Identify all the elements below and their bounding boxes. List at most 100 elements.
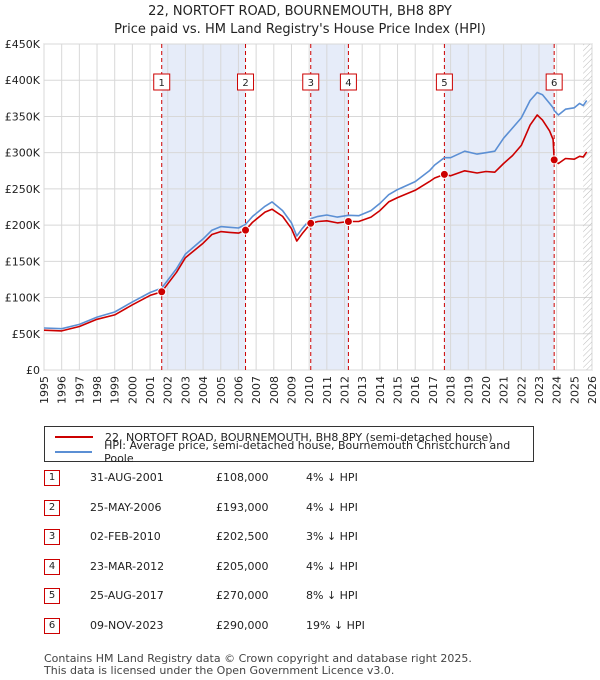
sale-point-6 — [549, 155, 559, 165]
shaded-band-2 — [310, 44, 349, 370]
sale-price: £270,000 — [216, 589, 269, 602]
legend-label-hpi: HPI: Average price, semi-detached house,… — [104, 439, 511, 465]
x-tick-label: 2007 — [250, 376, 263, 404]
table-row: 6 09-NOV-2023 £290,000 19% ↓ HPI — [44, 617, 564, 636]
sale-marker-box-4 — [339, 73, 357, 91]
sale-marker-label-4: 4 — [345, 78, 351, 89]
x-tick-label: 2002 — [162, 376, 175, 404]
sale-number-badge: 6 — [44, 617, 60, 634]
sale-point-1 — [157, 287, 167, 297]
sale-marker-label-5: 5 — [441, 78, 447, 89]
x-tick-label: 2023 — [533, 376, 546, 404]
projection-region — [583, 44, 592, 370]
sale-point-4 — [343, 216, 353, 226]
sale-number-badge: 4 — [44, 558, 60, 575]
y-tick-label: £350K — [5, 110, 41, 123]
sale-number-badge: 5 — [44, 588, 60, 604]
sale-date: 25-AUG-2017 — [90, 589, 164, 602]
legend-label-property: 22, NORTOFT ROAD, BOURNEMOUTH, BH8 8PY (… — [105, 430, 493, 444]
sale-hpi-diff: 4% ↓ HPI — [306, 500, 358, 514]
x-tick-label: 2022 — [515, 376, 528, 404]
x-tick-label: 2019 — [462, 376, 475, 404]
x-tick-label: 1998 — [91, 376, 104, 404]
sale-point-2 — [241, 225, 251, 235]
table-row: 3 02-FEB-2010 £202,500 3% ↓ HPI — [44, 529, 564, 547]
x-tick-label: 2008 — [268, 376, 281, 404]
shaded-band-3 — [444, 44, 555, 370]
sale-marker-box-6 — [545, 73, 563, 91]
hpi-series-line — [43, 91, 588, 330]
y-tick-label: £50K — [12, 328, 41, 341]
y-tick-label: £200K — [5, 219, 41, 232]
x-tick-label: 2006 — [232, 376, 245, 404]
sale-marker-box-5 — [435, 73, 453, 91]
table-row: 5 25-AUG-2017 £270,000 8% ↓ HPI — [44, 588, 564, 606]
sale-marker-box-3 — [302, 73, 320, 91]
sale-marker-label-3: 3 — [308, 78, 314, 89]
sale-date: 31-AUG-2001 — [90, 471, 164, 484]
x-tick-label: 2011 — [321, 376, 334, 404]
table-row: 1 31-AUG-2001 £108,000 4% ↓ HPI — [44, 470, 564, 488]
sale-date: 09-NOV-2023 — [90, 618, 164, 632]
x-tick-label: 2016 — [409, 376, 422, 404]
table-row: 4 23-MAR-2012 £205,000 4% ↓ HPI — [44, 558, 564, 577]
chart-title-line1: 22, NORTOFT ROAD, BOURNEMOUTH, BH8 8PY — [148, 4, 452, 19]
x-tick-label: 2003 — [179, 376, 192, 404]
sale-date: 23-MAR-2012 — [90, 559, 165, 573]
sale-number-badge: 1 — [44, 470, 60, 486]
y-tick-label: £250K — [5, 183, 41, 196]
x-tick-label: 2014 — [374, 376, 387, 404]
sale-hpi-diff: 3% ↓ HPI — [306, 530, 358, 543]
footer-licence: This data is licensed under the Open Gov… — [44, 664, 395, 677]
x-tick-label: 2013 — [356, 376, 369, 404]
y-tick-label: £100K — [5, 292, 41, 305]
x-tick-label: 2009 — [285, 376, 298, 404]
sale-hpi-diff: 4% ↓ HPI — [306, 559, 358, 573]
x-tick-label: 2010 — [303, 376, 316, 404]
sale-hpi-diff: 19% ↓ HPI — [306, 618, 365, 632]
sale-hpi-diff: 8% ↓ HPI — [306, 589, 358, 602]
x-tick-label: 1995 — [38, 376, 51, 404]
sale-marker-label-2: 2 — [242, 78, 248, 89]
sale-number-badge: 3 — [44, 529, 60, 545]
x-tick-label: 2024 — [551, 376, 564, 404]
x-tick-label: 2001 — [144, 376, 157, 404]
legend-swatch-hpi — [55, 451, 93, 453]
sale-price: £193,000 — [216, 500, 269, 514]
sale-price: £290,000 — [216, 618, 269, 632]
property-series-line — [43, 114, 588, 332]
legend-item-property: 22, NORTOFT ROAD, BOURNEMOUTH, BH8 8PY (… — [55, 429, 493, 445]
sale-date: 25-MAY-2006 — [90, 500, 162, 514]
x-tick-label: 2000 — [126, 376, 139, 404]
table-row: 2 25-MAY-2006 £193,000 4% ↓ HPI — [44, 499, 564, 518]
sale-point-5 — [439, 169, 449, 179]
y-tick-label: £0 — [26, 364, 40, 377]
x-tick-label: 2026 — [586, 376, 599, 404]
sale-marker-label-1: 1 — [159, 78, 165, 89]
sale-number-badge: 2 — [44, 499, 60, 516]
x-tick-label: 2020 — [480, 376, 493, 404]
y-tick-label: £300K — [5, 147, 41, 160]
sale-marker-box-1 — [153, 73, 171, 91]
sale-price: £202,500 — [216, 530, 269, 543]
footer-copyright: Contains HM Land Registry data © Crown c… — [44, 652, 472, 665]
sale-date: 02-FEB-2010 — [90, 530, 161, 543]
y-tick-label: £450K — [5, 38, 41, 51]
sale-marker-label-6: 6 — [551, 78, 557, 89]
y-tick-label: £150K — [5, 255, 41, 268]
x-tick-label: 2005 — [215, 376, 228, 404]
x-tick-label: 2015 — [392, 376, 405, 404]
sale-price: £205,000 — [216, 559, 269, 573]
x-tick-label: 2021 — [498, 376, 511, 404]
x-tick-label: 2017 — [427, 376, 440, 404]
shaded-band-1 — [161, 44, 246, 370]
x-tick-label: 1997 — [73, 376, 86, 404]
sale-price: £108,000 — [216, 471, 269, 484]
x-tick-label: 2018 — [445, 376, 458, 404]
legend-swatch-property — [55, 436, 93, 438]
x-tick-label: 1996 — [56, 376, 69, 404]
x-tick-label: 2012 — [339, 376, 352, 404]
x-tick-label: 2004 — [197, 376, 210, 404]
sale-marker-box-2 — [237, 73, 255, 91]
x-tick-label: 1999 — [109, 376, 122, 404]
